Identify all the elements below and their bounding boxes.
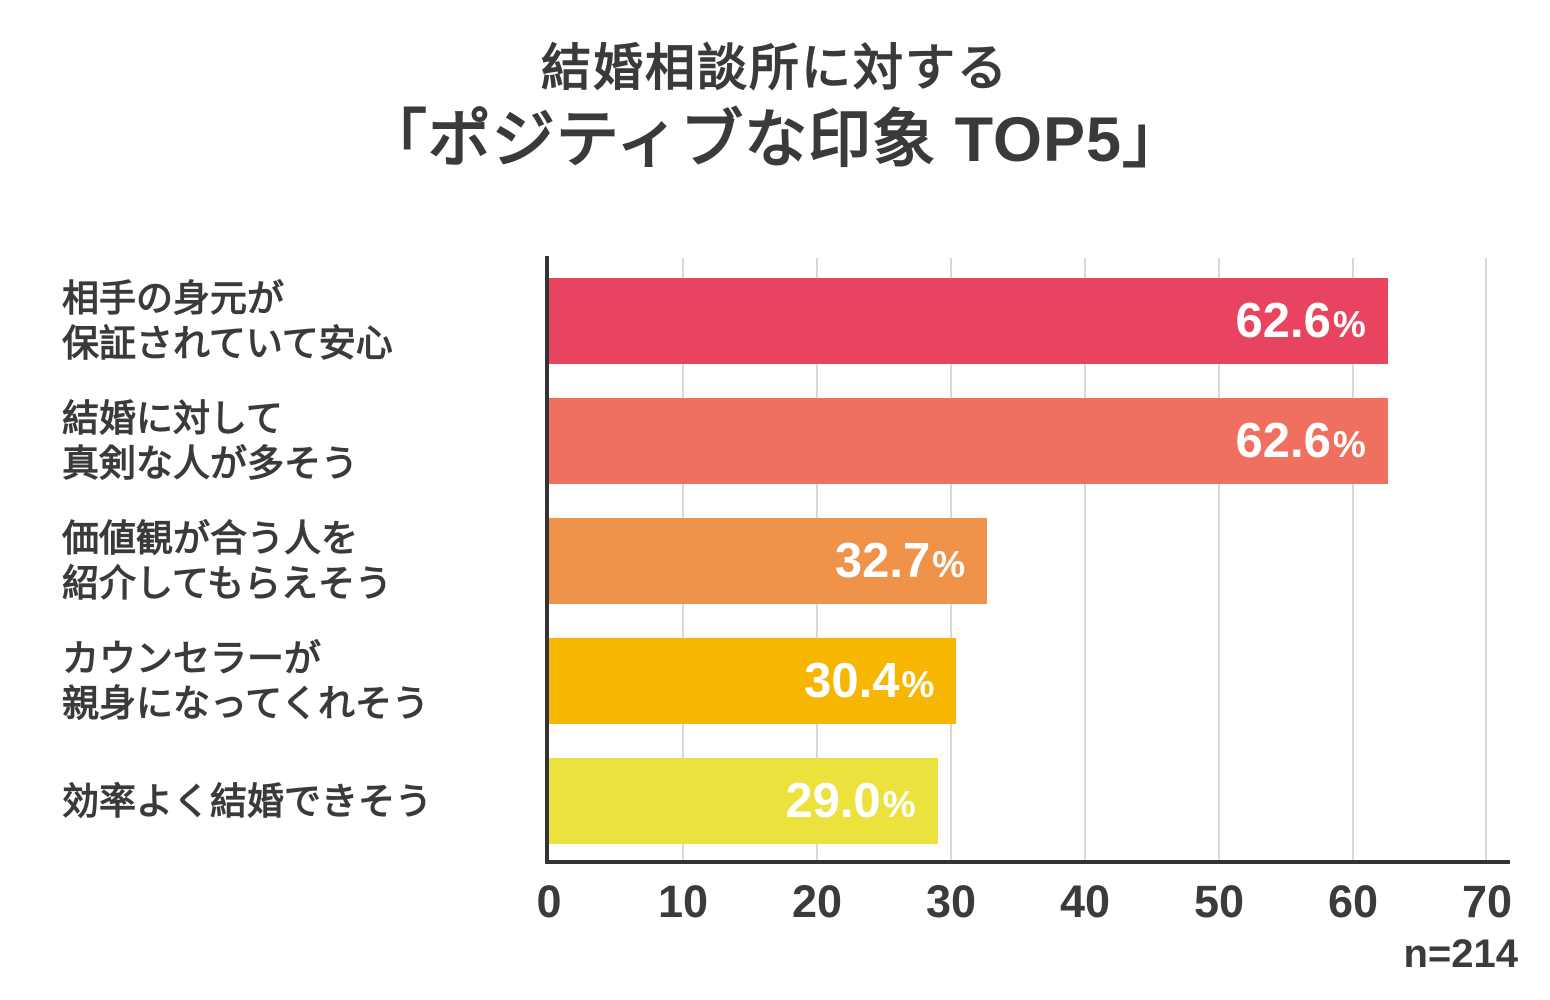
x-tick-10: 10 <box>657 876 709 927</box>
category-label-line: カウンセラーが <box>62 638 321 679</box>
value-label: 30.4% <box>804 654 935 708</box>
bar-row: 32.7% <box>549 518 1487 604</box>
category-label-5: 効率よく結婚できそう <box>62 758 537 844</box>
gridline-60 <box>1352 258 1354 862</box>
bar-counselor: 30.4% <box>549 638 957 724</box>
gridline-40 <box>1084 258 1086 862</box>
bar-row: 62.6% <box>549 278 1487 364</box>
x-tick-50: 50 <box>1193 876 1245 927</box>
gridline-50 <box>1218 258 1220 862</box>
gridline-70 <box>1485 258 1487 862</box>
category-label-line: 相手の身元が <box>62 278 284 319</box>
chart-title: 結婚相談所に対する 「ポジティブな印象 TOP5」 <box>0 36 1550 180</box>
value-label: 62.6% <box>1235 294 1366 348</box>
category-label-line: 結婚に対して <box>62 398 283 439</box>
category-label-line: 親身になってくれそう <box>62 683 430 724</box>
chart-title-line2: 「ポジティブな印象 TOP5」 <box>363 105 1187 175</box>
percent-sign: % <box>901 664 935 705</box>
category-label-line: 効率よく結婚できそう <box>62 780 432 822</box>
x-tick-60: 60 <box>1327 876 1379 927</box>
value-label: 29.0% <box>785 774 916 828</box>
category-label-line: 紹介してもらえそう <box>62 563 393 604</box>
bar-shinken: 62.6% <box>549 398 1388 484</box>
value-label: 32.7% <box>834 534 966 588</box>
x-axis-line <box>545 860 1510 864</box>
category-label-2: 結婚に対して 真剣な人が多そう <box>62 398 537 484</box>
y-axis-line <box>545 256 549 864</box>
category-label-3: 価値観が合う人を 紹介してもらえそう <box>62 518 537 604</box>
x-tick-30: 30 <box>925 876 977 927</box>
category-label-line: 保証されていて安心 <box>62 323 393 364</box>
value-label: 62.6% <box>1235 414 1366 468</box>
percent-sign: % <box>882 784 916 825</box>
category-label-4: カウンセラーが 親身になってくれそう <box>62 638 537 724</box>
bar-kachikan: 32.7% <box>549 518 988 604</box>
bar-row: 62.6% <box>549 398 1487 484</box>
bar-row: 29.0% <box>549 758 1487 844</box>
category-label-line: 真剣な人が多そう <box>62 443 358 484</box>
x-tick-40: 40 <box>1059 876 1111 927</box>
category-label-line: 価値観が合う人を <box>62 518 358 559</box>
category-label-1: 相手の身元が 保証されていて安心 <box>62 278 537 364</box>
percent-sign: % <box>1332 424 1366 465</box>
percent-sign: % <box>932 544 966 585</box>
bar-anshin: 62.6% <box>549 278 1388 364</box>
bar-row: 30.4% <box>549 638 1487 724</box>
chart-title-line1: 結婚相談所に対する <box>541 40 1009 96</box>
bar-kouritsu: 29.0% <box>549 758 938 844</box>
x-tick-70: 70 <box>1461 876 1513 927</box>
x-tick-20: 20 <box>791 876 843 927</box>
plot-area: 62.6% 62.6% 32.7% 30.4% 29.0% <box>549 258 1487 862</box>
sample-size-note: n=214 <box>1403 932 1518 976</box>
x-tick-0: 0 <box>536 876 562 927</box>
percent-sign: % <box>1332 304 1366 345</box>
